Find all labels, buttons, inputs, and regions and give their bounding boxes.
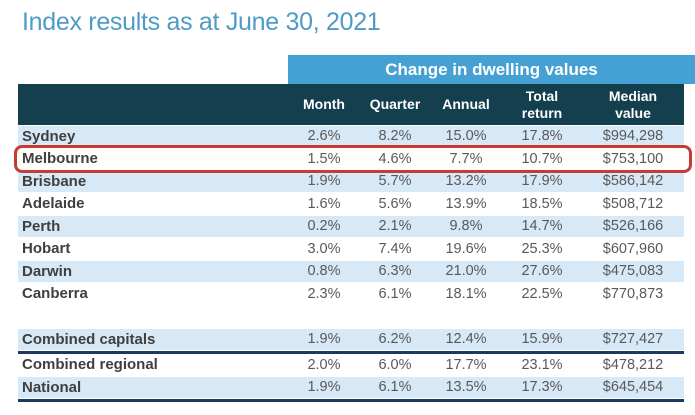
annual-cell: 7.7% bbox=[449, 150, 483, 167]
month-cell: 2.3% bbox=[307, 285, 341, 302]
table-header-row: Month Quarter Annual Total return Median… bbox=[18, 84, 684, 125]
region-label: National bbox=[22, 378, 82, 396]
quarter-cell: 5.6% bbox=[378, 195, 412, 212]
month-cell: 1.9% bbox=[307, 331, 341, 348]
annual-cell: 12.4% bbox=[445, 331, 487, 348]
page-title: Index results as at June 30, 2021 bbox=[22, 8, 381, 36]
region-label: Adelaide bbox=[22, 195, 85, 213]
annual-cell: 19.6% bbox=[445, 240, 487, 257]
median-value-cell: $770,873 bbox=[602, 285, 664, 302]
annual-cell: 9.8% bbox=[449, 218, 483, 235]
total-return-cell: 25.3% bbox=[521, 240, 563, 257]
table-row-melbourne: Melbourne 1.5% 4.6% 7.7% 10.7% $753,100 bbox=[14, 144, 692, 173]
divider-line bbox=[18, 398, 684, 402]
annual-cell: 13.5% bbox=[445, 379, 487, 396]
month-cell: 3.0% bbox=[307, 240, 341, 257]
total-return-cell: 17.8% bbox=[521, 128, 563, 145]
total-return-column-header: Total return bbox=[521, 88, 563, 121]
table-row-sydney: Sydney 2.6% 8.2% 15.0% 17.8% $994,298 bbox=[18, 125, 684, 148]
annual-cell: 13.9% bbox=[445, 195, 487, 212]
spacer-row bbox=[18, 305, 684, 328]
median-value-cell: $475,083 bbox=[602, 263, 664, 280]
quarter-cell: 6.2% bbox=[378, 331, 412, 348]
month-cell: 0.8% bbox=[307, 263, 341, 280]
region-label: Hobart bbox=[22, 240, 71, 258]
total-return-cell: 17.9% bbox=[521, 173, 563, 190]
median-value-cell: $753,100 bbox=[602, 150, 664, 167]
month-cell: 2.0% bbox=[307, 356, 341, 373]
annual-cell: 17.7% bbox=[445, 356, 487, 373]
month-cell: 2.6% bbox=[307, 128, 341, 145]
quarter-cell: 6.3% bbox=[378, 263, 412, 280]
month-cell: 0.2% bbox=[307, 218, 341, 235]
region-label: Perth bbox=[22, 217, 61, 235]
annual-cell: 21.0% bbox=[445, 263, 487, 280]
month-cell: 1.9% bbox=[307, 379, 341, 396]
region-label: Combined capitals bbox=[22, 330, 156, 348]
total-return-cell: 23.1% bbox=[521, 356, 563, 373]
total-return-cell: 18.5% bbox=[521, 195, 563, 212]
region-label: Melbourne bbox=[22, 150, 98, 168]
table-row-darwin: Darwin 0.8% 6.3% 21.0% 27.6% $475,083 bbox=[18, 260, 684, 283]
table-row-perth: Perth 0.2% 2.1% 9.8% 14.7% $526,166 bbox=[18, 215, 684, 238]
median-value-cell: $508,712 bbox=[602, 195, 664, 212]
month-cell: 1.9% bbox=[307, 173, 341, 190]
table-row-adelaide: Adelaide 1.6% 5.6% 13.9% 18.5% $508,712 bbox=[18, 193, 684, 216]
table-row-hobart: Hobart 3.0% 7.4% 19.6% 25.3% $607,960 bbox=[18, 238, 684, 261]
month-column-header: Month bbox=[303, 96, 345, 113]
quarter-cell: 6.1% bbox=[378, 379, 412, 396]
region-label: Canberra bbox=[22, 285, 88, 303]
median-value-cell: $727,427 bbox=[602, 331, 664, 348]
region-label: Sydney bbox=[22, 127, 76, 145]
total-return-cell: 14.7% bbox=[521, 218, 563, 235]
region-label: Darwin bbox=[22, 262, 73, 280]
median-value-column-header: Median value bbox=[608, 88, 658, 121]
table-row-combined-capitals: Combined capitals 1.9% 6.2% 12.4% 15.9% $727,… bbox=[18, 328, 684, 351]
median-value-cell: $994,298 bbox=[602, 128, 664, 145]
table-row-brisbane: Brisbane 1.9% 5.7% 13.2% 17.9% $586,142 bbox=[18, 170, 684, 193]
summary-rows: Combined capitals 1.9% 6.2% 12.4% 15.9% $727,… bbox=[18, 328, 684, 402]
divider-line bbox=[18, 350, 684, 354]
median-value-cell: $586,142 bbox=[602, 173, 664, 190]
table-row-combined-regional: Combined regional 2.0% 6.0% 17.7% 23.1% $478,… bbox=[18, 354, 684, 377]
quarter-column-header: Quarter bbox=[369, 96, 421, 113]
total-return-cell: 22.5% bbox=[521, 285, 563, 302]
total-return-cell: 15.9% bbox=[521, 331, 563, 348]
table-row-national: National 1.9% 6.1% 13.5% 17.3% $645,454 bbox=[18, 376, 684, 399]
quarter-cell: 7.4% bbox=[378, 240, 412, 257]
quarter-cell: 6.1% bbox=[378, 285, 412, 302]
total-return-cell: 17.3% bbox=[521, 379, 563, 396]
dwelling-values-banner: Change in dwelling values bbox=[288, 55, 695, 84]
capital-city-rows: Sydney 2.6% 8.2% 15.0% 17.8% $994,298 Melbourn… bbox=[14, 125, 692, 306]
median-value-cell: $645,454 bbox=[602, 379, 664, 396]
annual-cell: 18.1% bbox=[445, 285, 487, 302]
month-cell: 1.5% bbox=[307, 150, 341, 167]
annual-cell: 13.2% bbox=[445, 173, 487, 190]
median-value-cell: $478,212 bbox=[602, 356, 664, 373]
quarter-cell: 8.2% bbox=[378, 128, 412, 145]
region-label: Combined regional bbox=[22, 356, 158, 374]
month-cell: 1.6% bbox=[307, 195, 341, 212]
median-value-cell: $526,166 bbox=[602, 218, 664, 235]
quarter-cell: 5.7% bbox=[378, 173, 412, 190]
index-results-table: Month Quarter Annual Total return Median… bbox=[14, 84, 692, 402]
quarter-cell: 6.0% bbox=[378, 356, 412, 373]
annual-cell: 15.0% bbox=[445, 128, 487, 145]
quarter-cell: 2.1% bbox=[378, 218, 412, 235]
table-row-canberra: Canberra 2.3% 6.1% 18.1% 22.5% $770,873 bbox=[18, 283, 684, 306]
total-return-cell: 10.7% bbox=[521, 150, 563, 167]
region-column-header bbox=[18, 84, 288, 125]
median-value-cell: $607,960 bbox=[602, 240, 664, 257]
quarter-cell: 4.6% bbox=[378, 150, 412, 167]
region-label: Brisbane bbox=[22, 172, 87, 190]
banner-label: Change in dwelling values bbox=[385, 59, 598, 79]
annual-column-header: Annual bbox=[442, 96, 490, 113]
total-return-cell: 27.6% bbox=[521, 263, 563, 280]
